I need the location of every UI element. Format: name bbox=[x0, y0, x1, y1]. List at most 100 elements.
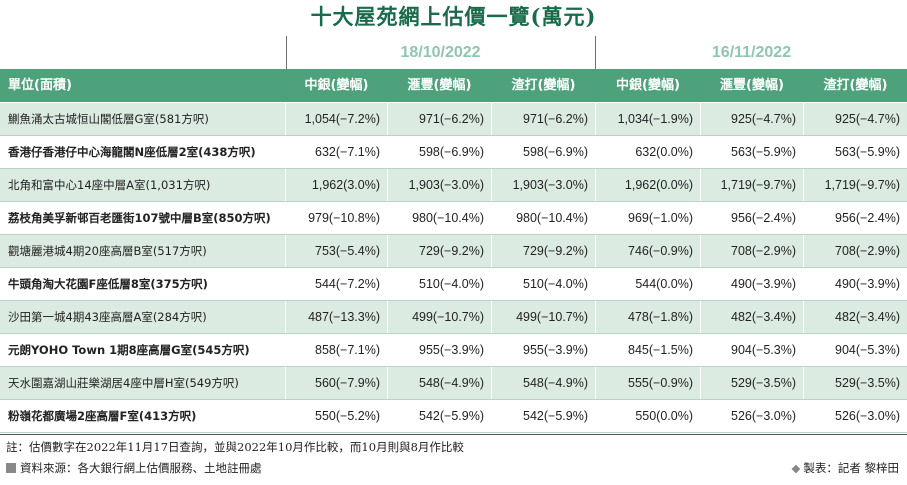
column-divider bbox=[387, 268, 388, 301]
valuation-cell: 598(−6.9%) bbox=[419, 145, 484, 159]
column-divider bbox=[491, 400, 492, 433]
column-divider bbox=[387, 301, 388, 334]
row-divider bbox=[0, 201, 907, 202]
column-divider bbox=[491, 169, 492, 202]
column-divider bbox=[285, 334, 286, 367]
unit-name: 元朗YOHO Town 1期8座高層G室(545方呎) bbox=[8, 343, 250, 357]
unit-name: 粉嶺花都廣場2座高層F室(413方呎) bbox=[8, 409, 197, 423]
source-text: 資料來源：各大銀行網上估價服務、土地註冊處 bbox=[20, 461, 262, 475]
valuation-cell: 529(−3.5%) bbox=[731, 376, 796, 390]
valuation-cell: 550(−5.2%) bbox=[315, 409, 380, 423]
table-row: 香港仔香港仔中心海龍閣N座低層2室(438方呎) 632(−7.1%) 598(−6… bbox=[0, 136, 907, 169]
valuation-cell: 542(−5.9%) bbox=[523, 409, 588, 423]
valuation-cell: 925(−4.7%) bbox=[731, 112, 796, 126]
valuation-cell: 955(−3.9%) bbox=[523, 343, 588, 357]
column-divider bbox=[491, 334, 492, 367]
valuation-cell: 956(−2.4%) bbox=[835, 211, 900, 225]
unit-name: 牛頭角淘大花園F座低層8室(375方呎) bbox=[8, 277, 208, 291]
date-oct: 18/10/2022 bbox=[400, 44, 481, 61]
column-divider bbox=[285, 367, 286, 400]
valuation-cell: 482(−3.4%) bbox=[731, 310, 796, 324]
diamond-icon: ◆ bbox=[791, 461, 801, 475]
table-row: 天水圍嘉湖山莊樂湖居4座中層H室(549方呎) 560(−7.9%) 548(−4.… bbox=[0, 367, 907, 400]
column-divider bbox=[387, 202, 388, 235]
footnote: 註：估價數字在2022年11月17日查詢，並與2022年10月作比較，而10月則… bbox=[6, 440, 464, 454]
valuation-cell: 482(−3.4%) bbox=[835, 310, 900, 324]
column-divider bbox=[803, 136, 804, 169]
valuation-cell: 858(−7.1%) bbox=[315, 343, 380, 357]
column-divider bbox=[803, 334, 804, 367]
column-divider bbox=[595, 169, 596, 202]
row-divider bbox=[0, 366, 907, 367]
unit-name: 觀塘麗港城4期20座高層B室(517方呎) bbox=[8, 244, 207, 258]
valuation-cell: 563(−5.9%) bbox=[731, 145, 796, 159]
column-divider bbox=[387, 367, 388, 400]
column-divider bbox=[803, 103, 804, 136]
valuation-cell: 955(−3.9%) bbox=[419, 343, 484, 357]
table-row: 觀塘麗港城4期20座高層B室(517方呎) 753(−5.4%) 729(−9.2%… bbox=[0, 235, 907, 268]
column-divider bbox=[595, 268, 596, 301]
column-divider bbox=[700, 268, 701, 301]
valuation-cell: 499(−10.7%) bbox=[412, 310, 484, 324]
header-boc-nov: 中銀(變幅) bbox=[616, 78, 680, 93]
source-line: 資料來源：各大銀行網上估價服務、土地註冊處 bbox=[6, 460, 262, 476]
column-divider bbox=[700, 103, 701, 136]
unit-name: 香港仔香港仔中心海龍閣N座低層2室(438方呎) bbox=[8, 145, 256, 159]
valuation-cell: 487(−13.3%) bbox=[308, 310, 380, 324]
column-divider bbox=[803, 367, 804, 400]
column-divider bbox=[595, 400, 596, 433]
valuation-cell: 980(−10.4%) bbox=[516, 211, 588, 225]
column-divider bbox=[595, 367, 596, 400]
credit-text: 製表：記者 黎梓田 bbox=[803, 461, 899, 475]
valuation-cell: 1,903(−3.0%) bbox=[408, 178, 484, 192]
column-divider bbox=[285, 136, 286, 169]
date-divider-left bbox=[286, 36, 287, 69]
valuation-cell: 729(−9.2%) bbox=[419, 244, 484, 258]
column-divider bbox=[700, 136, 701, 169]
unit-name: 荔枝角美孚新邨百老匯街107號中層B室(850方呎) bbox=[8, 211, 271, 225]
column-divider bbox=[595, 235, 596, 268]
valuation-cell: 510(−4.0%) bbox=[523, 277, 588, 291]
column-divider bbox=[285, 301, 286, 334]
column-divider bbox=[595, 103, 596, 136]
column-divider bbox=[285, 400, 286, 433]
unit-name: 沙田第一城4期43座高層A室(284方呎) bbox=[8, 310, 207, 324]
header-boc-oct: 中銀(變幅) bbox=[304, 78, 369, 93]
header-hsbc-nov: 滙豐(變幅) bbox=[720, 78, 784, 93]
row-divider bbox=[0, 300, 907, 301]
table-row: 鰂魚涌太古城恒山閣低層G室(581方呎) 1,054(−7.2%) 971(−6.2… bbox=[0, 103, 907, 136]
table-header: 單位(面積) 中銀(變幅) 滙豐(變幅) 渣打(變幅) 中銀(變幅) 滙豐(變幅… bbox=[0, 69, 907, 102]
row-divider bbox=[0, 168, 907, 169]
column-divider bbox=[491, 235, 492, 268]
column-divider bbox=[803, 169, 804, 202]
valuation-cell: 1,054(−7.2%) bbox=[304, 112, 380, 126]
valuation-cell: 544(−7.2%) bbox=[315, 277, 380, 291]
column-divider bbox=[803, 301, 804, 334]
valuation-cell: 490(−3.9%) bbox=[835, 277, 900, 291]
date-row: 18/10/2022 16/11/2022 bbox=[0, 36, 907, 69]
column-divider bbox=[387, 136, 388, 169]
valuation-cell: 563(−5.9%) bbox=[835, 145, 900, 159]
valuation-cell: 632(0.0%) bbox=[635, 145, 693, 159]
column-divider bbox=[700, 301, 701, 334]
valuation-cell: 925(−4.7%) bbox=[835, 112, 900, 126]
square-icon bbox=[6, 463, 16, 473]
valuation-cell: 560(−7.9%) bbox=[315, 376, 380, 390]
column-divider bbox=[595, 301, 596, 334]
column-divider bbox=[595, 202, 596, 235]
valuation-cell: 526(−3.0%) bbox=[731, 409, 796, 423]
column-divider bbox=[700, 400, 701, 433]
column-divider bbox=[387, 169, 388, 202]
valuation-cell: 510(−4.0%) bbox=[419, 277, 484, 291]
valuation-cell: 529(−3.5%) bbox=[835, 376, 900, 390]
column-divider bbox=[285, 202, 286, 235]
valuation-cell: 544(0.0%) bbox=[635, 277, 693, 291]
valuation-cell: 971(−6.2%) bbox=[419, 112, 484, 126]
credit-line: ◆ 製表：記者 黎梓田 bbox=[791, 460, 899, 476]
column-divider bbox=[700, 334, 701, 367]
valuation-cell: 746(−0.9%) bbox=[628, 244, 693, 258]
column-divider bbox=[387, 103, 388, 136]
valuation-cell: 1,034(−1.9%) bbox=[617, 112, 693, 126]
table-row: 沙田第一城4期43座高層A室(284方呎) 487(−13.3%) 499(−10.… bbox=[0, 301, 907, 334]
header-sc-oct: 渣打(變幅) bbox=[511, 78, 576, 93]
